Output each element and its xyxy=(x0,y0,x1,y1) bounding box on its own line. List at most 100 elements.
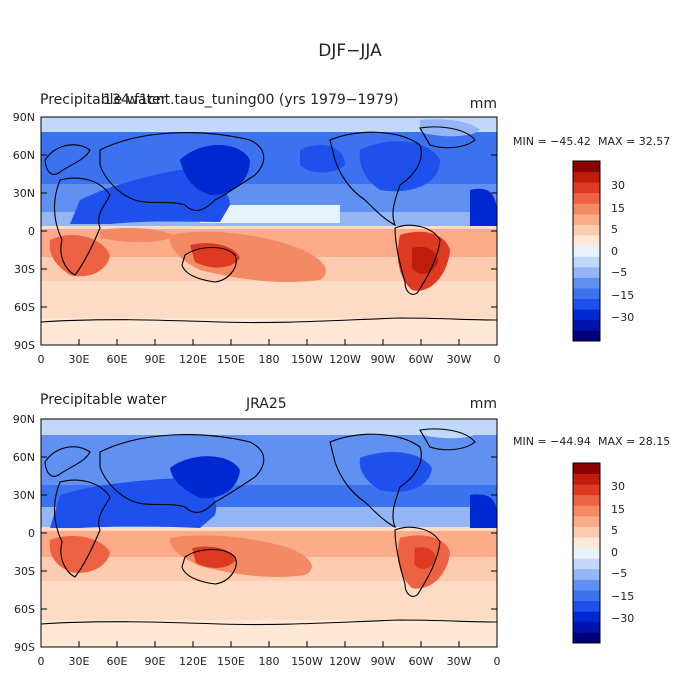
colorbar-swatch xyxy=(573,515,600,527)
y-tick-label: 60S xyxy=(14,301,35,314)
coastlines xyxy=(40,428,498,626)
colorbar-swatch xyxy=(573,579,600,591)
colorbar-swatch xyxy=(573,558,600,570)
panel-subtitle: JRA25 xyxy=(245,396,287,412)
contour-band xyxy=(70,169,230,224)
colorbar-swatch xyxy=(573,298,600,310)
contour-band xyxy=(470,494,497,528)
colorbar-swatch xyxy=(573,203,600,215)
y-tick-label: 90S xyxy=(14,339,35,352)
colorbar-swatch xyxy=(573,473,600,485)
x-tick-label: 30W xyxy=(447,353,472,366)
contour-band xyxy=(41,419,497,437)
x-tick-label: 60W xyxy=(409,353,434,366)
y-tick-label: 0 xyxy=(28,225,35,238)
x-tick-label: 90W xyxy=(371,655,396,668)
colorbar-tick-label: 5 xyxy=(611,524,618,537)
x-tick-label: 0 xyxy=(38,353,45,366)
colorbar-swatch xyxy=(573,224,600,236)
panel-model: Precipitable water 134.f1cnt.taus_tuning… xyxy=(13,92,671,366)
x-tick-label: 60E xyxy=(107,353,128,366)
x-tick-label: 180 xyxy=(259,353,280,366)
contour-band xyxy=(470,188,497,226)
x-tick-label: 0 xyxy=(38,655,45,668)
colorbar-swatch xyxy=(573,182,600,194)
contour-band xyxy=(200,205,340,223)
colorbar-swatch xyxy=(573,568,600,580)
colorbar-swatch xyxy=(573,161,600,172)
contour-band xyxy=(50,478,217,528)
max-label: MAX = 28.15 xyxy=(598,435,670,448)
colorbar-swatch xyxy=(573,632,600,644)
colorbar-swatch xyxy=(573,611,600,623)
x-tick-label: 0 xyxy=(494,353,501,366)
colorbar-swatch xyxy=(573,266,600,278)
y-tick-label: 60N xyxy=(13,451,35,464)
x-tick-label: 120E xyxy=(179,353,207,366)
x-tick-label: 120W xyxy=(329,353,361,366)
contour-band xyxy=(192,546,236,568)
x-tick-label: 30E xyxy=(69,655,90,668)
panel-title: Precipitable water xyxy=(40,392,167,408)
colorbar-swatch xyxy=(573,537,600,549)
panel-title: Precipitable water xyxy=(40,92,167,108)
colorbar-swatch xyxy=(573,330,600,342)
min-label: MIN = −44.94 xyxy=(513,435,591,448)
colorbar-swatch xyxy=(573,277,600,289)
colorbar-labels: 30 15 5 0 −5 −15 −30 xyxy=(611,480,634,625)
contour-band xyxy=(359,141,440,192)
figure-title: DJF−JJA xyxy=(318,41,382,61)
colorbar xyxy=(572,160,601,342)
contour-band xyxy=(180,145,250,195)
contour-band xyxy=(190,243,240,268)
y-tick-label: 30N xyxy=(13,489,35,502)
colorbar-swatch xyxy=(573,171,600,183)
colorbar-tick-label: −15 xyxy=(611,590,634,603)
colorbar-swatch xyxy=(573,213,600,225)
x-tick-label: 150W xyxy=(291,655,323,668)
contour-band xyxy=(359,452,432,492)
x-tick-label: 180 xyxy=(259,655,280,668)
colorbar-swatch xyxy=(573,590,600,602)
colorbar-swatch xyxy=(573,526,600,538)
colorbar-tick-label: 5 xyxy=(611,223,618,236)
contour-band xyxy=(169,535,312,577)
colorbar-swatch xyxy=(573,463,600,474)
x-axis: 0 30E 60E 90E 120E 150E 180 150W 120W 90… xyxy=(38,339,501,366)
colorbar-tick-label: −15 xyxy=(611,289,634,302)
contour-band xyxy=(49,536,110,573)
colorbar-labels: 30 15 5 0 −5 −15 −30 xyxy=(611,179,634,324)
x-axis: 0 30E 60E 90E 120E 150E 180 150W 120W 90… xyxy=(38,641,501,668)
heatmap-area xyxy=(40,419,498,647)
x-tick-label: 150E xyxy=(217,353,245,366)
y-tick-label: 30S xyxy=(14,263,35,276)
colorbar-swatch xyxy=(573,484,600,496)
units-label: mm xyxy=(470,96,497,112)
colorbar-tick-label: −30 xyxy=(611,612,634,625)
colorbar-swatch xyxy=(573,319,600,331)
colorbar-swatch xyxy=(573,245,600,257)
y-tick-label: 60S xyxy=(14,603,35,616)
colorbar-swatch xyxy=(573,235,600,247)
y-axis: 90N 60N 30N 0 30S 60S 90S xyxy=(13,413,497,654)
colorbar-swatch xyxy=(573,600,600,612)
colorbar-tick-label: −5 xyxy=(611,266,627,279)
panel-subtitle: 134.f1cnt.taus_tuning00 (yrs 1979−1979) xyxy=(103,92,399,108)
x-tick-label: 60W xyxy=(409,655,434,668)
colorbar-frame xyxy=(572,160,601,342)
colorbar-tick-label: 30 xyxy=(611,480,625,493)
colorbar-tick-label: −5 xyxy=(611,567,627,580)
units-label: mm xyxy=(470,396,497,412)
max-label: MAX = 32.57 xyxy=(598,135,670,148)
x-tick-label: 90W xyxy=(371,353,396,366)
x-tick-label: 60E xyxy=(107,655,128,668)
colorbar-swatch xyxy=(573,288,600,300)
y-tick-label: 90N xyxy=(13,111,35,124)
colorbar xyxy=(572,462,601,644)
x-tick-label: 120E xyxy=(179,655,207,668)
panel-reanalysis: Precipitable water JRA25 mm xyxy=(13,392,671,668)
colorbar-swatch xyxy=(573,256,600,268)
y-tick-label: 0 xyxy=(28,527,35,540)
colorbar-tick-label: 0 xyxy=(611,546,618,559)
